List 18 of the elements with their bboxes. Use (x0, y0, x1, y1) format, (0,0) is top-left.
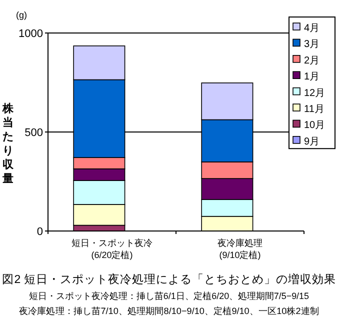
text: 図2 短日・スポット夜冷処理による「とちおとめ」の増収効果 (2, 272, 336, 286)
x-tick-label: 夜冷庫処理 (9/10定植) (218, 238, 262, 260)
text: (g) (16, 10, 27, 20)
y-tick-label: 1000 (18, 28, 43, 40)
legend-label: 2月 (304, 55, 320, 66)
legend-label: 4月 (304, 23, 320, 34)
legend-label: 3月 (304, 39, 320, 50)
legend-label: 11月 (304, 104, 324, 115)
y-axis-title: 株当たり収量 (2, 102, 14, 185)
legend-label: 10月 (304, 120, 326, 132)
legend-label: 9月 (304, 136, 320, 148)
x-tick-label: 短日・スポット夜冷 (6/20定植) (72, 238, 152, 260)
text: 夜冷庫処理：挿し苗7/10、処理期間8/10−9/10、定植9/10、一区10株2連制 (19, 306, 319, 316)
text: 短日・スポット夜冷処理：挿し苗6/1日、定植6/20、処理期間7/5−9/15 (29, 291, 310, 301)
legend-label: 1月 (304, 72, 320, 83)
legend-label: 12月 (304, 88, 326, 99)
y-tick-label: 500 (24, 127, 43, 139)
y-tick-label: 0 (36, 226, 43, 238)
